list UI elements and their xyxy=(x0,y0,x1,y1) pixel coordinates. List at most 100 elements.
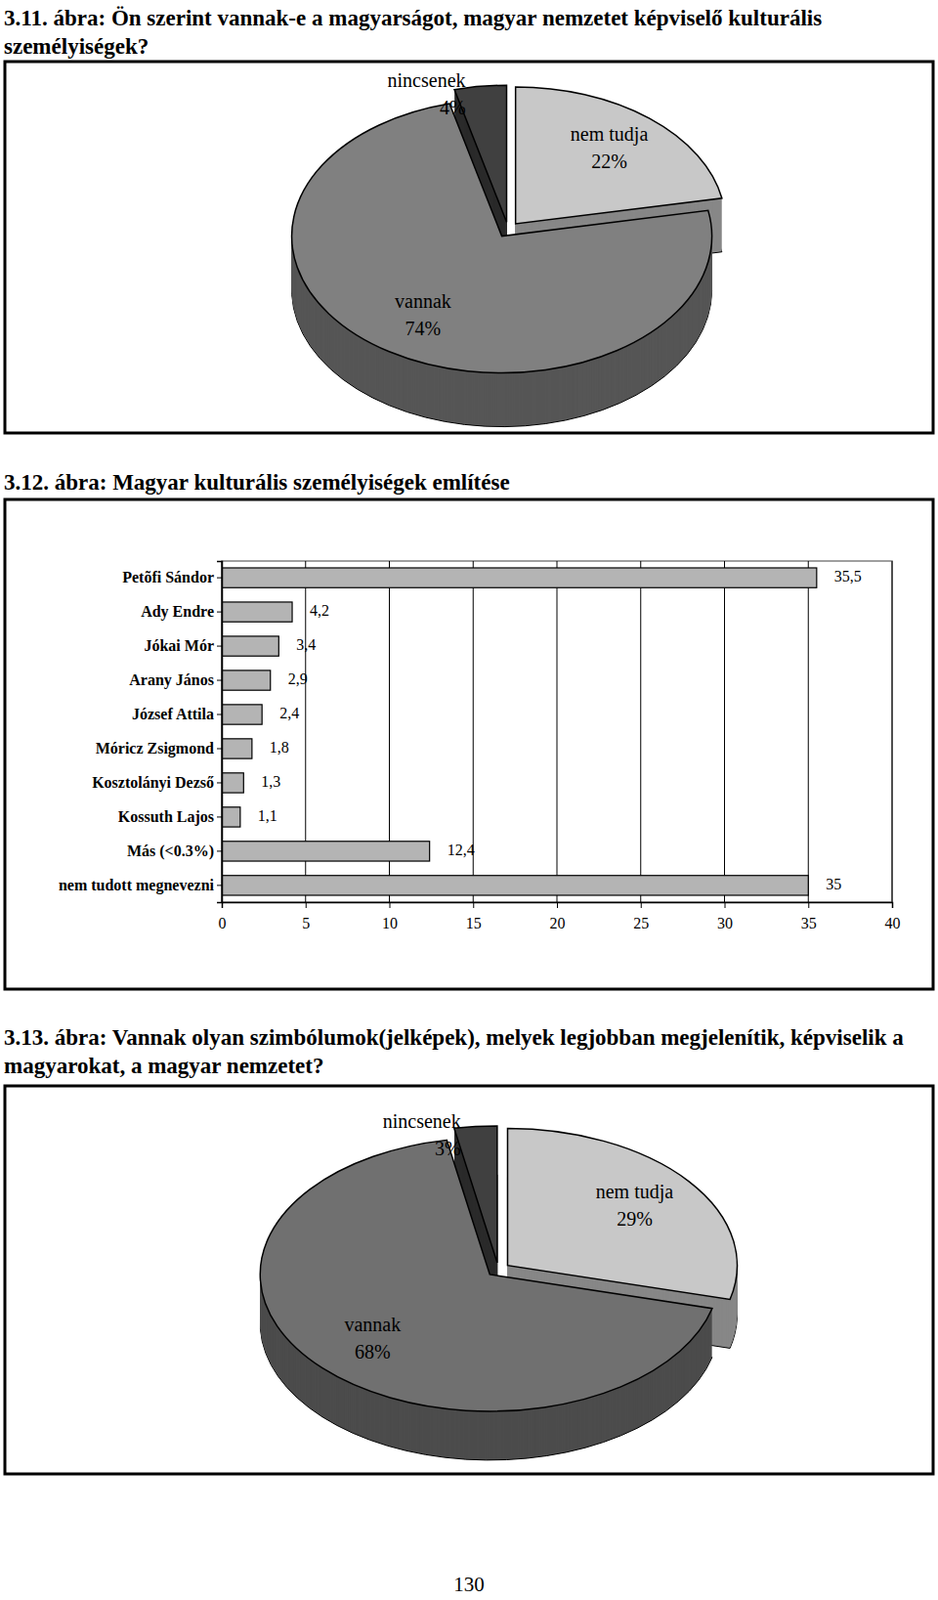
category-label: József Attila xyxy=(131,705,214,723)
tick-label: 0 xyxy=(218,914,227,932)
tick: 20 xyxy=(550,901,566,932)
slice-side xyxy=(515,87,723,225)
tick: Arany János xyxy=(128,671,222,689)
slice-label: nem tudja 22% xyxy=(570,123,649,172)
chart-frame xyxy=(4,1085,934,1474)
slice-category: vannak xyxy=(343,1313,401,1335)
tick-label: 5 xyxy=(301,914,310,932)
data-label: 35,5 xyxy=(834,567,862,585)
tick-mark xyxy=(216,781,222,783)
tick: 40 xyxy=(885,901,901,932)
tick-mark xyxy=(556,901,558,908)
tick: Kossuth Lajos xyxy=(118,808,222,826)
tick-mark xyxy=(216,645,222,647)
chart-frame xyxy=(4,61,934,433)
slice-value: 29% xyxy=(616,1206,653,1229)
tick-mark xyxy=(216,815,222,817)
bar xyxy=(221,807,241,827)
tick-mark xyxy=(808,901,810,908)
data-label: 1,1 xyxy=(257,807,278,824)
data-label: 2,9 xyxy=(288,670,308,687)
title-line: 3.11. ábra: Ön szerint vannak-e a magyar… xyxy=(3,5,822,31)
category-label: Más (<0.3%) xyxy=(127,842,214,860)
tick-label: 25 xyxy=(633,914,649,932)
chart-title: 3.13. ábra: Vannak olyan szimbólumok(jel… xyxy=(3,1024,904,1078)
tick: nem tudott megnevezni xyxy=(58,876,222,895)
chart-title: 3.11. ábra: Ön szerint vannak-e a magyar… xyxy=(3,5,822,59)
category-label: Ady Endre xyxy=(140,602,214,621)
title-line: 3.13. ábra: Vannak olyan szimbólumok(jel… xyxy=(3,1024,904,1050)
pie-sides xyxy=(292,85,723,427)
pie-sides xyxy=(259,1126,737,1460)
slice-label: vannak 74% xyxy=(394,290,452,340)
tick: Kosztolányi Dezső xyxy=(91,773,222,792)
slice-side xyxy=(507,1129,737,1301)
data-labels: 35,54,23,42,92,41,81,31,112,435 xyxy=(257,567,862,893)
bar xyxy=(221,772,244,793)
tick: 15 xyxy=(466,901,482,932)
slice-category: nem tudja xyxy=(570,123,649,146)
slice-value: 4% xyxy=(439,96,467,119)
category-label: Kossuth Lajos xyxy=(118,808,214,826)
x-axis: 0 5 10 15 20 25 30 35 40 xyxy=(218,901,901,932)
bar-chart: 35,54,23,42,92,41,81,31,112,435051015202… xyxy=(58,560,901,932)
bar xyxy=(221,601,293,622)
bar xyxy=(221,670,271,690)
data-label: 1,8 xyxy=(269,738,290,756)
bar xyxy=(221,841,430,861)
tick: Móricz Zsigmond xyxy=(95,739,222,758)
tick-mark xyxy=(216,714,222,716)
data-label: 3,4 xyxy=(296,636,316,653)
chart-title: 3.12. ábra: Magyar kulturális személyisé… xyxy=(3,469,511,495)
data-label: 35 xyxy=(825,875,842,893)
bar xyxy=(221,704,262,725)
bar xyxy=(221,567,817,588)
slice-value: 3% xyxy=(434,1136,462,1158)
tick: 35 xyxy=(801,901,817,932)
bar xyxy=(221,738,253,759)
tick-mark xyxy=(389,901,391,908)
slice-label: vannak 68% xyxy=(343,1313,401,1363)
tick-label: 15 xyxy=(466,914,482,932)
grid-line xyxy=(556,560,558,902)
tick: Ady Endre xyxy=(140,602,222,621)
tick-mark xyxy=(724,901,726,908)
slice-value: 74% xyxy=(405,317,442,340)
title-line: magyarokat, a magyar nemzetet? xyxy=(3,1053,324,1078)
pie: nem tudja29%vannak68%nincsenek3% xyxy=(259,1108,737,1460)
title-line: személyiségek? xyxy=(3,34,149,59)
tick-label: 10 xyxy=(382,914,398,932)
tick-mark xyxy=(216,577,222,579)
slice-category: nincsenek xyxy=(387,69,467,91)
tick: 0 xyxy=(218,901,227,932)
tick-mark xyxy=(640,901,642,908)
tick: 30 xyxy=(717,901,733,932)
data-label: 4,2 xyxy=(309,601,330,619)
data-label: 12,4 xyxy=(447,841,475,858)
slice xyxy=(507,1128,737,1300)
page-number: 130 xyxy=(453,1572,485,1596)
tick-label: 40 xyxy=(885,914,901,932)
plot-frame xyxy=(221,560,893,902)
y-axis: Petõfi SándorAdy EndreJókai MórArany Ján… xyxy=(58,561,223,903)
category-label: nem tudott megnevezni xyxy=(58,876,215,895)
category-label: Arany János xyxy=(128,671,214,689)
category-label: Kosztolányi Dezső xyxy=(91,773,214,792)
slice-category: nincsenek xyxy=(383,1108,462,1131)
data-label: 1,3 xyxy=(260,772,281,790)
slice-value: 22% xyxy=(591,150,628,172)
tick-mark xyxy=(216,850,222,852)
slice-category: vannak xyxy=(394,290,452,312)
tick-label: 20 xyxy=(550,914,566,932)
tick: Jókai Mór xyxy=(143,637,222,654)
tick: Más (<0.3%) xyxy=(127,842,222,860)
tick-mark xyxy=(216,680,222,682)
tick-label: 30 xyxy=(717,914,733,932)
axis-line xyxy=(216,561,223,903)
bars xyxy=(221,567,817,896)
grid-line xyxy=(808,560,810,902)
slice xyxy=(515,86,723,224)
slice-value: 68% xyxy=(354,1340,391,1363)
tick: József Attila xyxy=(131,705,222,723)
title-line: 3.12. ábra: Magyar kulturális személyisé… xyxy=(3,469,511,495)
